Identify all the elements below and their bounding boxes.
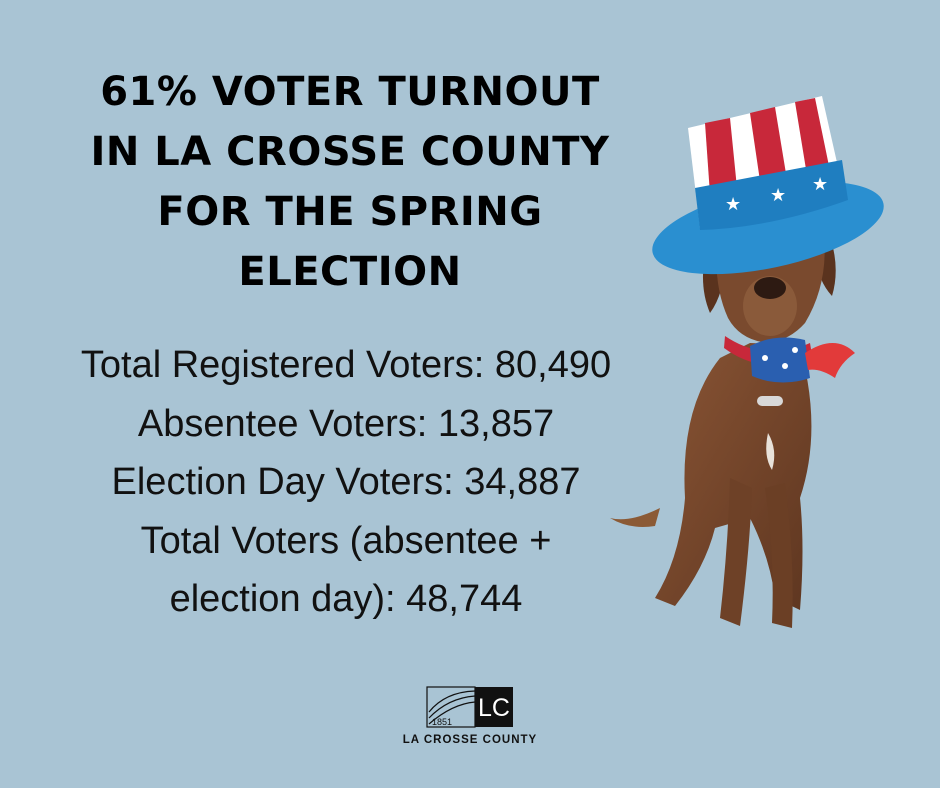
headline-line-2: IN LA CROSSE COUNTY xyxy=(90,129,610,175)
logo-year: 1851 xyxy=(432,717,452,727)
headline-line-1: 61% VOTER TURNOUT xyxy=(100,69,600,115)
headline-line-4: ELECTION xyxy=(238,249,462,295)
stat-registered-voters: Total Registered Voters: 80,490 xyxy=(80,344,612,386)
svg-text:★: ★ xyxy=(725,194,741,215)
stat-total-voters-line-1: Total Voters (absentee + xyxy=(140,519,552,562)
headline: 61% VOTER TURNOUT IN LA CROSSE COUNTY FO… xyxy=(60,62,640,302)
stat-absentee-voters: Absentee Voters: 13,857 xyxy=(137,402,555,445)
svg-text:★: ★ xyxy=(770,185,786,206)
svg-text:★: ★ xyxy=(812,174,828,195)
county-name: LA CROSSE COUNTY xyxy=(402,734,538,746)
stat-election-day-voters: Election Day Voters: 34,887 xyxy=(111,461,581,503)
dog-in-patriotic-hat-image: ★ ★ ★ xyxy=(610,96,884,628)
la-crosse-county-logo: 1851 LC xyxy=(426,686,513,728)
logo-initials: LC xyxy=(478,694,510,722)
headline-line-3: FOR THE SPRING xyxy=(157,189,543,235)
voter-stats: Total Registered Voters: 80,490 Absentee… xyxy=(20,336,672,629)
stat-total-voters-line-2: election day): 48,744 xyxy=(169,578,523,620)
